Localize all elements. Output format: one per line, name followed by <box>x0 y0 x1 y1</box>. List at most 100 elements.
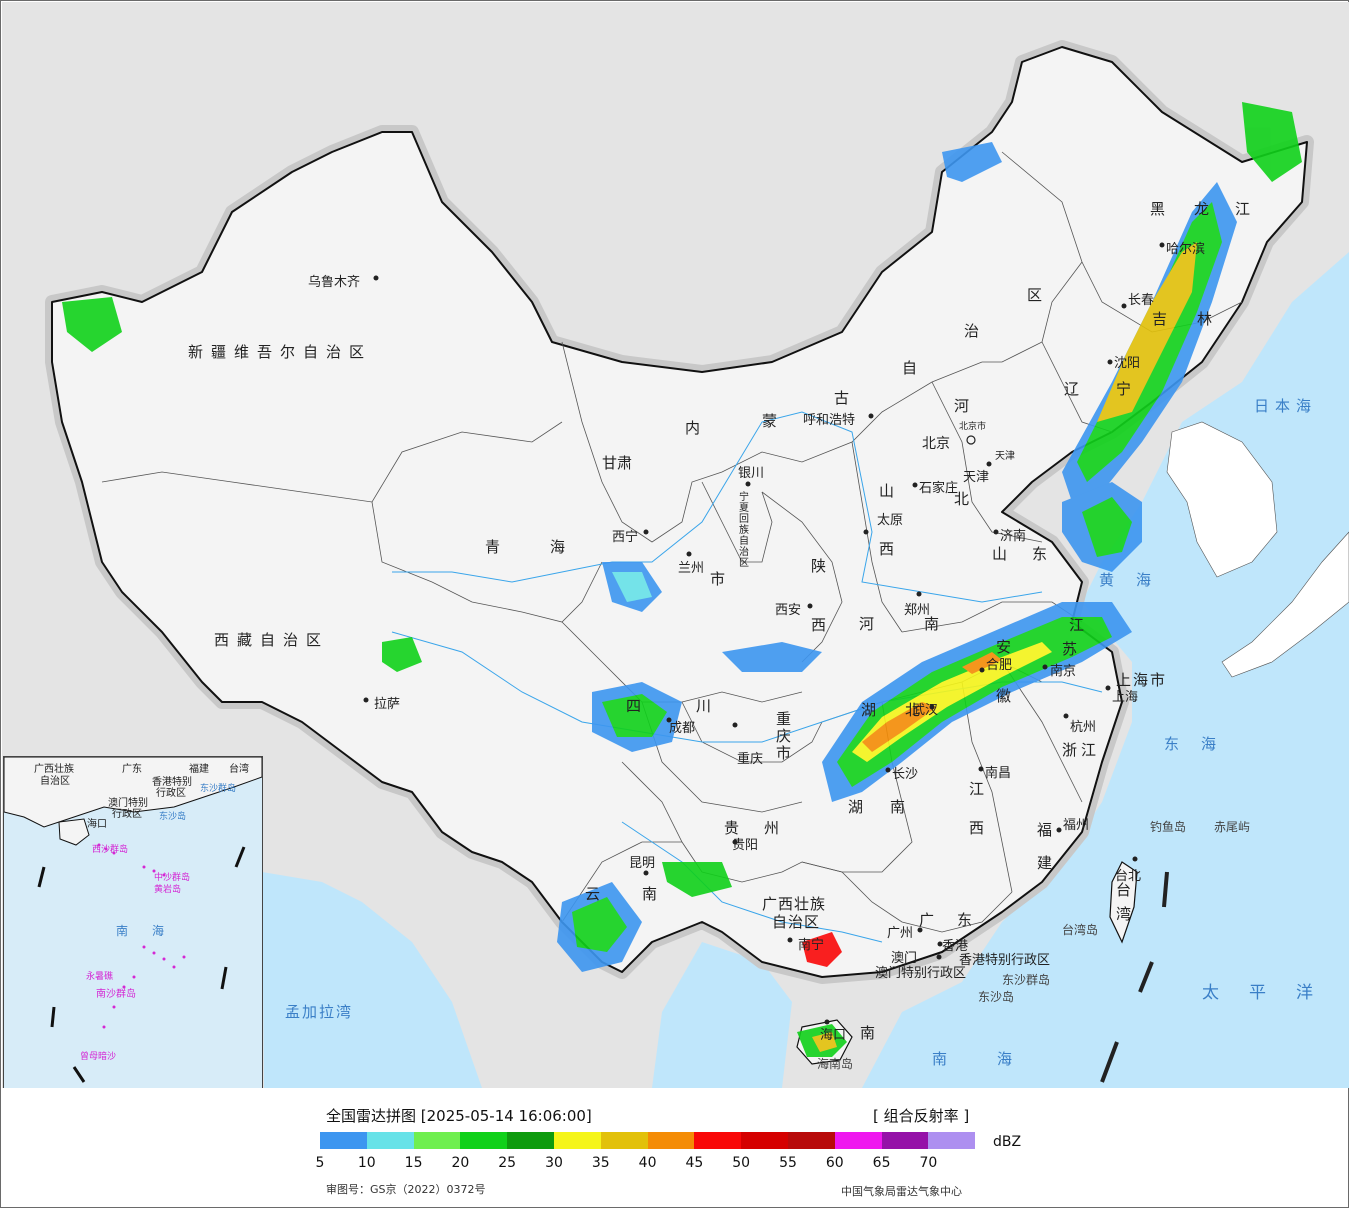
city-shijiazhuang: 石家庄 <box>919 481 959 496</box>
label-sichuan-si: 四 <box>626 697 650 715</box>
city-nanchang: 南昌 <box>985 766 1012 781</box>
label-shanxi-xi: 西 <box>879 540 903 558</box>
city-haikou: 海口 <box>820 1028 847 1043</box>
inset-hongkong2: 行政区 <box>156 788 186 799</box>
city-nanning: 南宁 <box>798 938 825 953</box>
city-nanjing: 南京 <box>1050 664 1077 679</box>
dbz-scale-ticks: 5 10 15 20 25 30 35 40 45 50 55 60 65 70 <box>316 1155 970 1173</box>
scale-tick-20: 20 <box>451 1155 470 1171</box>
scale-swatch-15 <box>413 1132 461 1149</box>
city-changsha: 长沙 <box>892 767 919 782</box>
sea-japan-label: 日本海 <box>1254 397 1318 415</box>
inset-huangyan: 黄岩岛 <box>154 885 182 895</box>
label-jiangsu-su: 苏 <box>1062 640 1086 658</box>
label-jiangxi-xi: 西 <box>969 819 993 837</box>
sea-pacific-label: 太平洋 <box>1202 983 1343 1003</box>
scale-tick-25: 25 <box>498 1155 517 1171</box>
island-hainan: 海南岛 <box>817 1057 854 1071</box>
label-hlj-hei: 黑 <box>1150 200 1174 218</box>
city-chongqing: 重庆 <box>737 752 764 767</box>
city-beijing: 北京 <box>922 436 950 452</box>
label-jilin-lin: 林 <box>1197 310 1221 328</box>
inset-zengmu: 曾母暗沙 <box>80 1052 117 1062</box>
label-henan-he: 河 <box>859 615 883 633</box>
inset-macau: 澳门特别 <box>108 798 148 809</box>
scale-swatch-20 <box>460 1132 508 1149</box>
scale-swatch-5 <box>320 1132 367 1149</box>
label-gansu-shi: 市 <box>710 570 726 588</box>
label-anhui-hui: 徽 <box>996 687 1020 705</box>
land-japan <box>1221 531 1349 678</box>
label-nmg-nei: 内 <box>685 419 709 437</box>
city-zhengzhou: 郑州 <box>904 603 931 618</box>
label-fujian-fu: 福 <box>1037 821 1061 839</box>
inset-haikou: 海口 <box>87 819 107 830</box>
label-jiangsu-jiang: 江 <box>1069 616 1093 634</box>
label-shanghai: 上海市 <box>1116 671 1168 689</box>
label-sichuan-chuan: 川 <box>696 697 720 715</box>
inset-guangxi2: 自治区 <box>40 776 70 787</box>
legend-product-name: [ 组合反射率 ] <box>873 1107 970 1125</box>
label-jilin-ji: 吉 <box>1152 310 1176 328</box>
radar-echoes <box>62 102 1302 1057</box>
legend-title: 全国雷达拼图 [2025-05-14 16:06:00] <box>326 1107 592 1125</box>
island-chiwei: 赤尾屿 <box>1214 820 1251 834</box>
island-diaoyu: 钓鱼岛 <box>1150 820 1187 834</box>
label-hlj-long: 龙 <box>1194 200 1218 218</box>
inset-nanhai: 南 海 <box>116 924 165 938</box>
label-ningxia: 宁夏回族自治区 <box>739 492 749 569</box>
map-approval-number: 审图号：GS京（2022）0372号 <box>326 1183 486 1196</box>
label-nmg-gu: 古 <box>834 389 858 407</box>
label-gansu: 甘肃 <box>602 454 633 472</box>
dbz-color-scale <box>320 1132 976 1149</box>
dbz-unit: dBZ <box>993 1134 1022 1150</box>
label-cq-chong: 重 <box>776 710 800 728</box>
scale-tick-60: 60 <box>825 1155 844 1171</box>
city-hangzhou: 杭州 <box>1070 720 1097 735</box>
label-taiwan-wan: 湾 <box>1116 905 1140 923</box>
inset-dongsha2: 东沙岛 <box>159 812 187 822</box>
scale-tick-30: 30 <box>545 1155 563 1171</box>
scale-tick-65: 65 <box>872 1155 891 1171</box>
label-xinjiang: 新疆维吾尔自治区 <box>188 343 373 361</box>
maritime-boundary <box>1100 871 1169 1083</box>
land-korea <box>1166 421 1278 578</box>
label-hainan: 南 <box>860 1024 884 1042</box>
label-hebei-bei: 北 <box>954 490 978 508</box>
label-shanxi-shan: 山 <box>879 482 903 500</box>
scale-swatch-35 <box>600 1132 648 1149</box>
inset-zhongsha: 中沙群岛 <box>154 873 191 883</box>
label-cq-qing: 庆 <box>776 727 800 745</box>
scale-tick-55: 55 <box>779 1155 797 1171</box>
city-xian: 西安 <box>775 603 802 618</box>
scale-swatch-60 <box>834 1132 882 1149</box>
label-anhui-an: 安 <box>996 638 1020 656</box>
south-china-sea-inset: 广西壮族 自治区 广东 福建 台湾 香港特别 行政区 澳门特别 行政区 东沙群岛… <box>3 756 263 1088</box>
scale-tick-50: 50 <box>732 1155 751 1171</box>
producer-credit: 中国气象局雷达气象中心 <box>841 1185 962 1198</box>
legend-panel: 全国雷达拼图 [2025-05-14 16:06:00] [ 组合反射率 ] 5… <box>1 1089 1348 1207</box>
label-macau-sar: 澳门特别行政区 <box>875 966 967 981</box>
label-fujian-jian: 建 <box>1037 854 1061 872</box>
inset-canvas <box>4 757 262 1083</box>
inset-xisha: 西沙群岛 <box>92 845 129 855</box>
city-yinchuan: 银川 <box>738 466 765 481</box>
label-qinghai: 青海 <box>485 538 616 556</box>
inset-nansha: 南沙群岛 <box>96 989 136 1000</box>
city-beijing-shi: 北京市 <box>959 422 987 432</box>
scale-swatch-65 <box>881 1132 929 1149</box>
inset-taiwan: 台湾 <box>229 764 249 775</box>
island-dongsha-group: 东沙群岛 <box>1002 973 1051 987</box>
scale-tick-40: 40 <box>638 1155 657 1171</box>
city-xining: 西宁 <box>612 530 639 545</box>
city-taibei: 台北 <box>1115 869 1142 884</box>
city-guiyang: 贵阳 <box>732 838 759 853</box>
label-hubei-bei: 北 <box>905 701 929 719</box>
label-nmg-meng: 蒙 <box>762 412 786 430</box>
scale-swatch-45 <box>694 1132 742 1149</box>
city-tianjin: 天津 <box>963 470 990 485</box>
label-nmg-zhi: 治 <box>964 322 988 340</box>
inset-guangxi: 广西壮族 <box>34 764 74 775</box>
label-hunan-hu: 湖 <box>848 798 872 816</box>
scale-swatch-70 <box>928 1132 976 1149</box>
